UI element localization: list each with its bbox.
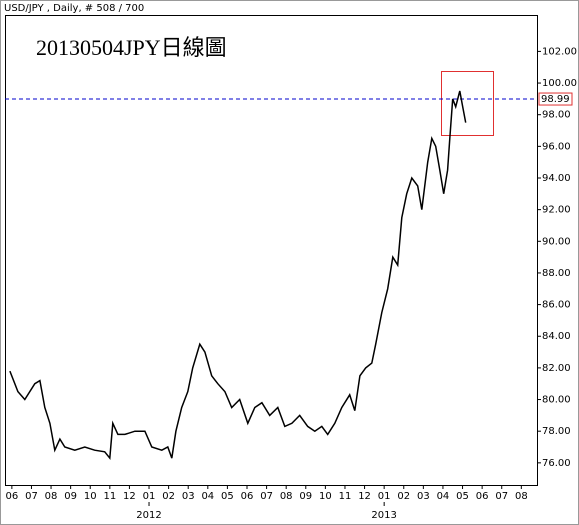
x-tick-label: 07 xyxy=(25,491,38,502)
x-tick-label: 08 xyxy=(45,491,58,502)
chart-header: USD/JPY , Daily, # 508 / 700 xyxy=(4,3,144,14)
y-tick-label: 100.00 xyxy=(542,78,577,89)
x-tick-label: 09 xyxy=(299,491,312,502)
y-tick-label: 94.00 xyxy=(542,173,571,184)
y-tick-label: 102.00 xyxy=(542,46,577,57)
x-tick-label: 02 xyxy=(162,491,175,502)
x-tick-label: 06 xyxy=(476,491,489,502)
price-line-series xyxy=(9,90,467,461)
x-tick-label: 03 xyxy=(417,491,430,502)
y-tick-label: 78.00 xyxy=(542,426,571,437)
y-tick-label: 76.00 xyxy=(542,458,571,469)
x-tick-label: 03 xyxy=(182,491,195,502)
x-tick-label: 05 xyxy=(456,491,469,502)
x-tick-label: 01 xyxy=(143,491,156,502)
chart-title: 20130504JPY日線圖 xyxy=(36,35,227,60)
plot-area xyxy=(5,15,538,486)
y-tick-label: 82.00 xyxy=(542,363,571,374)
y-tick-label: 90.00 xyxy=(542,236,571,247)
x-tick-label: 08 xyxy=(280,491,293,502)
price-label: 98.99 xyxy=(541,94,570,105)
x-tick-label: 04 xyxy=(437,491,450,502)
x-tick-label: 07 xyxy=(260,491,273,502)
x-tick-label: 11 xyxy=(339,491,352,502)
x-tick-label: 02 xyxy=(397,491,410,502)
y-tick-label: 80.00 xyxy=(542,395,571,406)
highlight-box xyxy=(441,71,494,136)
x-tick-label: 11 xyxy=(103,491,116,502)
x-tick-label: 12 xyxy=(123,491,136,502)
x-tick-label: 12 xyxy=(358,491,371,502)
x-tick-label: 04 xyxy=(201,491,214,502)
year-label: 2012 xyxy=(136,510,161,521)
x-tick-label: 10 xyxy=(84,491,97,502)
x-tick-label: 06 xyxy=(5,491,18,502)
x-tick-label: 07 xyxy=(495,491,508,502)
y-tick-label: 98.00 xyxy=(542,110,571,121)
x-tick-label: 05 xyxy=(221,491,234,502)
price-label-box xyxy=(538,92,573,106)
x-tick-label: 09 xyxy=(64,491,77,502)
y-tick-label: 92.00 xyxy=(542,205,571,216)
x-tick-label: 06 xyxy=(241,491,254,502)
y-tick-label: 88.00 xyxy=(542,268,571,279)
x-tick-label: 08 xyxy=(515,491,528,502)
y-tick-label: 86.00 xyxy=(542,300,571,311)
y-tick-label: 84.00 xyxy=(542,331,571,342)
y-tick-label: 96.00 xyxy=(542,141,571,152)
year-label: 2013 xyxy=(371,510,396,521)
x-tick-label: 10 xyxy=(319,491,332,502)
x-tick-label: 01 xyxy=(378,491,391,502)
